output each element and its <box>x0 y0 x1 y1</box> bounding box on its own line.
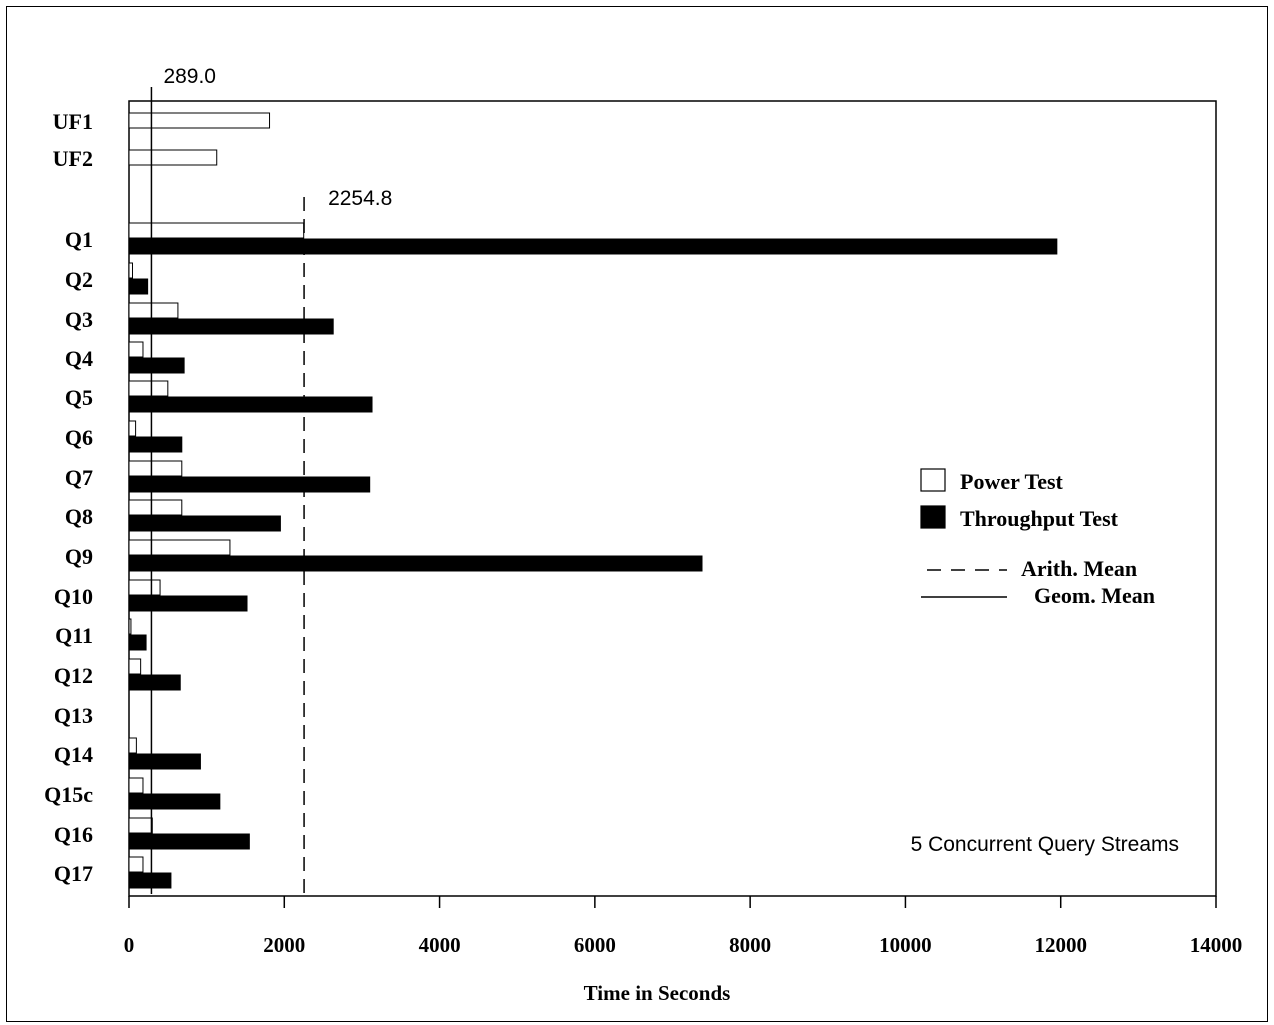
category-label-q11: Q11 <box>55 623 93 648</box>
bar-chart: 2254.8 289.0 UF1 UF2 Q1 Q2 Q3 Q4 Q5 Q6 Q7 Q8 Q9 Q10 Q… <box>44 65 1243 1005</box>
arith-mean-value-label: 2254.8 <box>328 187 392 210</box>
legend-label-geom-mean: Geom. Mean <box>1034 583 1155 608</box>
x-axis-title: Time in Seconds <box>584 981 731 1005</box>
bar-power-q6 <box>128 420 137 437</box>
bar-throughput-q3 <box>128 318 334 335</box>
bar-power-q2 <box>128 262 133 279</box>
category-labels: UF1 UF2 Q1 Q2 Q3 Q4 Q5 Q6 Q7 Q8 Q9 Q10 Q11 Q12 Q13 Q14 Q… <box>44 109 93 886</box>
bars-layer <box>128 112 1058 889</box>
bar-power-q12 <box>128 658 142 675</box>
bar-throughput-q16 <box>128 833 250 850</box>
legend: Power Test Throughput Test Arith. MeanGeom… <box>920 468 1155 608</box>
bar-throughput-q15c <box>128 793 221 810</box>
bar-power-q7 <box>128 460 183 477</box>
x-tick-label: 10000 <box>879 933 932 957</box>
bar-throughput-q6 <box>128 436 183 453</box>
bar-power-q3 <box>128 302 179 319</box>
x-tick-label: 2000 <box>263 933 305 957</box>
category-label-q15c: Q15c <box>44 782 93 807</box>
geom-mean-value-label: 289.0 <box>163 65 216 88</box>
category-label-q10: Q10 <box>54 584 93 609</box>
bar-power-q16 <box>128 817 153 834</box>
bar-throughput-q8 <box>128 515 281 532</box>
bar-throughput-q17 <box>128 872 172 889</box>
plot-area <box>128 100 1217 897</box>
category-label-q9: Q9 <box>65 544 93 569</box>
bar-throughput-q10 <box>128 595 248 612</box>
bar-throughput-q14 <box>128 753 201 770</box>
bar-throughput-q9 <box>128 555 703 572</box>
chart-frame: 2254.8 289.0 UF1 UF2 Q1 Q2 Q3 Q4 Q5 Q6 Q7 Q8 Q9 Q10 Q… <box>6 6 1268 1022</box>
legend-label-arith-mean: Arith. Mean <box>1021 556 1137 581</box>
bar-power-uf2 <box>128 149 218 166</box>
bar-power-q1 <box>128 222 305 239</box>
category-label-q4: Q4 <box>65 346 93 371</box>
bar-power-uf1 <box>128 112 271 129</box>
bar-power-q14 <box>128 737 137 754</box>
bar-throughput-q12 <box>128 674 181 691</box>
bar-throughput-q7 <box>128 476 371 493</box>
category-label-q13: Q13 <box>54 703 93 728</box>
x-axis-ticks: 0 2000 4000 6000 8000 10000 12000 14000 <box>124 896 1243 957</box>
bar-throughput-q2 <box>128 278 149 295</box>
category-label-q16: Q16 <box>54 822 93 847</box>
category-label-q8: Q8 <box>65 504 93 529</box>
category-label-q12: Q12 <box>54 663 93 688</box>
reference-lines: 2254.8 289.0 <box>150 65 392 894</box>
legend-label-throughput: Throughput Test <box>960 506 1119 531</box>
bar-power-q17 <box>128 856 144 873</box>
bar-power-q8 <box>128 499 183 516</box>
x-tick-label: 12000 <box>1034 933 1087 957</box>
category-label-q14: Q14 <box>54 742 93 767</box>
category-label-q17: Q17 <box>54 861 93 886</box>
category-label-q2: Q2 <box>65 267 93 292</box>
legend-swatch-throughput <box>920 505 946 529</box>
category-label-q1: Q1 <box>65 227 93 252</box>
x-tick-label: 6000 <box>574 933 616 957</box>
bar-power-q15c <box>128 777 144 794</box>
bar-power-q9 <box>128 539 231 556</box>
bar-throughput-q11 <box>128 634 147 651</box>
x-tick-label: 0 <box>124 933 135 957</box>
bar-power-q5 <box>128 380 169 397</box>
category-label-uf2: UF2 <box>53 146 93 171</box>
category-label-q6: Q6 <box>65 425 93 450</box>
legend-label-power: Power Test <box>960 469 1064 494</box>
category-label-q7: Q7 <box>65 465 93 490</box>
bar-throughput-q4 <box>128 357 185 374</box>
x-tick-label: 4000 <box>419 933 461 957</box>
bar-throughput-q1 <box>128 238 1058 255</box>
category-label-uf1: UF1 <box>53 109 93 134</box>
x-tick-label: 8000 <box>729 933 771 957</box>
legend-swatch-power <box>920 468 946 492</box>
bar-throughput-q5 <box>128 396 373 413</box>
category-label-q3: Q3 <box>65 307 93 332</box>
bar-power-q10 <box>128 579 161 596</box>
bar-power-q4 <box>128 341 144 358</box>
annotation-text: 5 Concurrent Query Streams <box>911 833 1179 856</box>
bar-power-q11 <box>128 618 132 635</box>
category-label-q5: Q5 <box>65 385 93 410</box>
x-tick-label: 14000 <box>1190 933 1243 957</box>
